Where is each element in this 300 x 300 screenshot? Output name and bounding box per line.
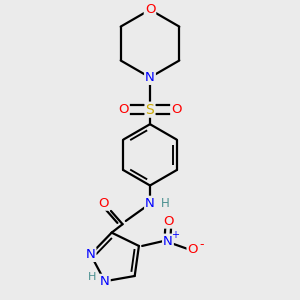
Text: +: + (171, 230, 179, 240)
Text: O: O (98, 197, 109, 210)
Text: O: O (145, 3, 155, 16)
Text: O: O (118, 103, 129, 116)
Text: N: N (100, 275, 110, 288)
Text: -: - (200, 238, 204, 251)
Text: N: N (86, 248, 95, 261)
Text: N: N (163, 235, 173, 248)
Text: N: N (145, 71, 155, 84)
Text: O: O (163, 214, 174, 228)
Text: O: O (171, 103, 182, 116)
Text: H: H (161, 197, 170, 210)
Text: N: N (145, 197, 155, 210)
Text: S: S (146, 103, 154, 117)
Text: H: H (88, 272, 97, 282)
Text: O: O (188, 243, 198, 256)
